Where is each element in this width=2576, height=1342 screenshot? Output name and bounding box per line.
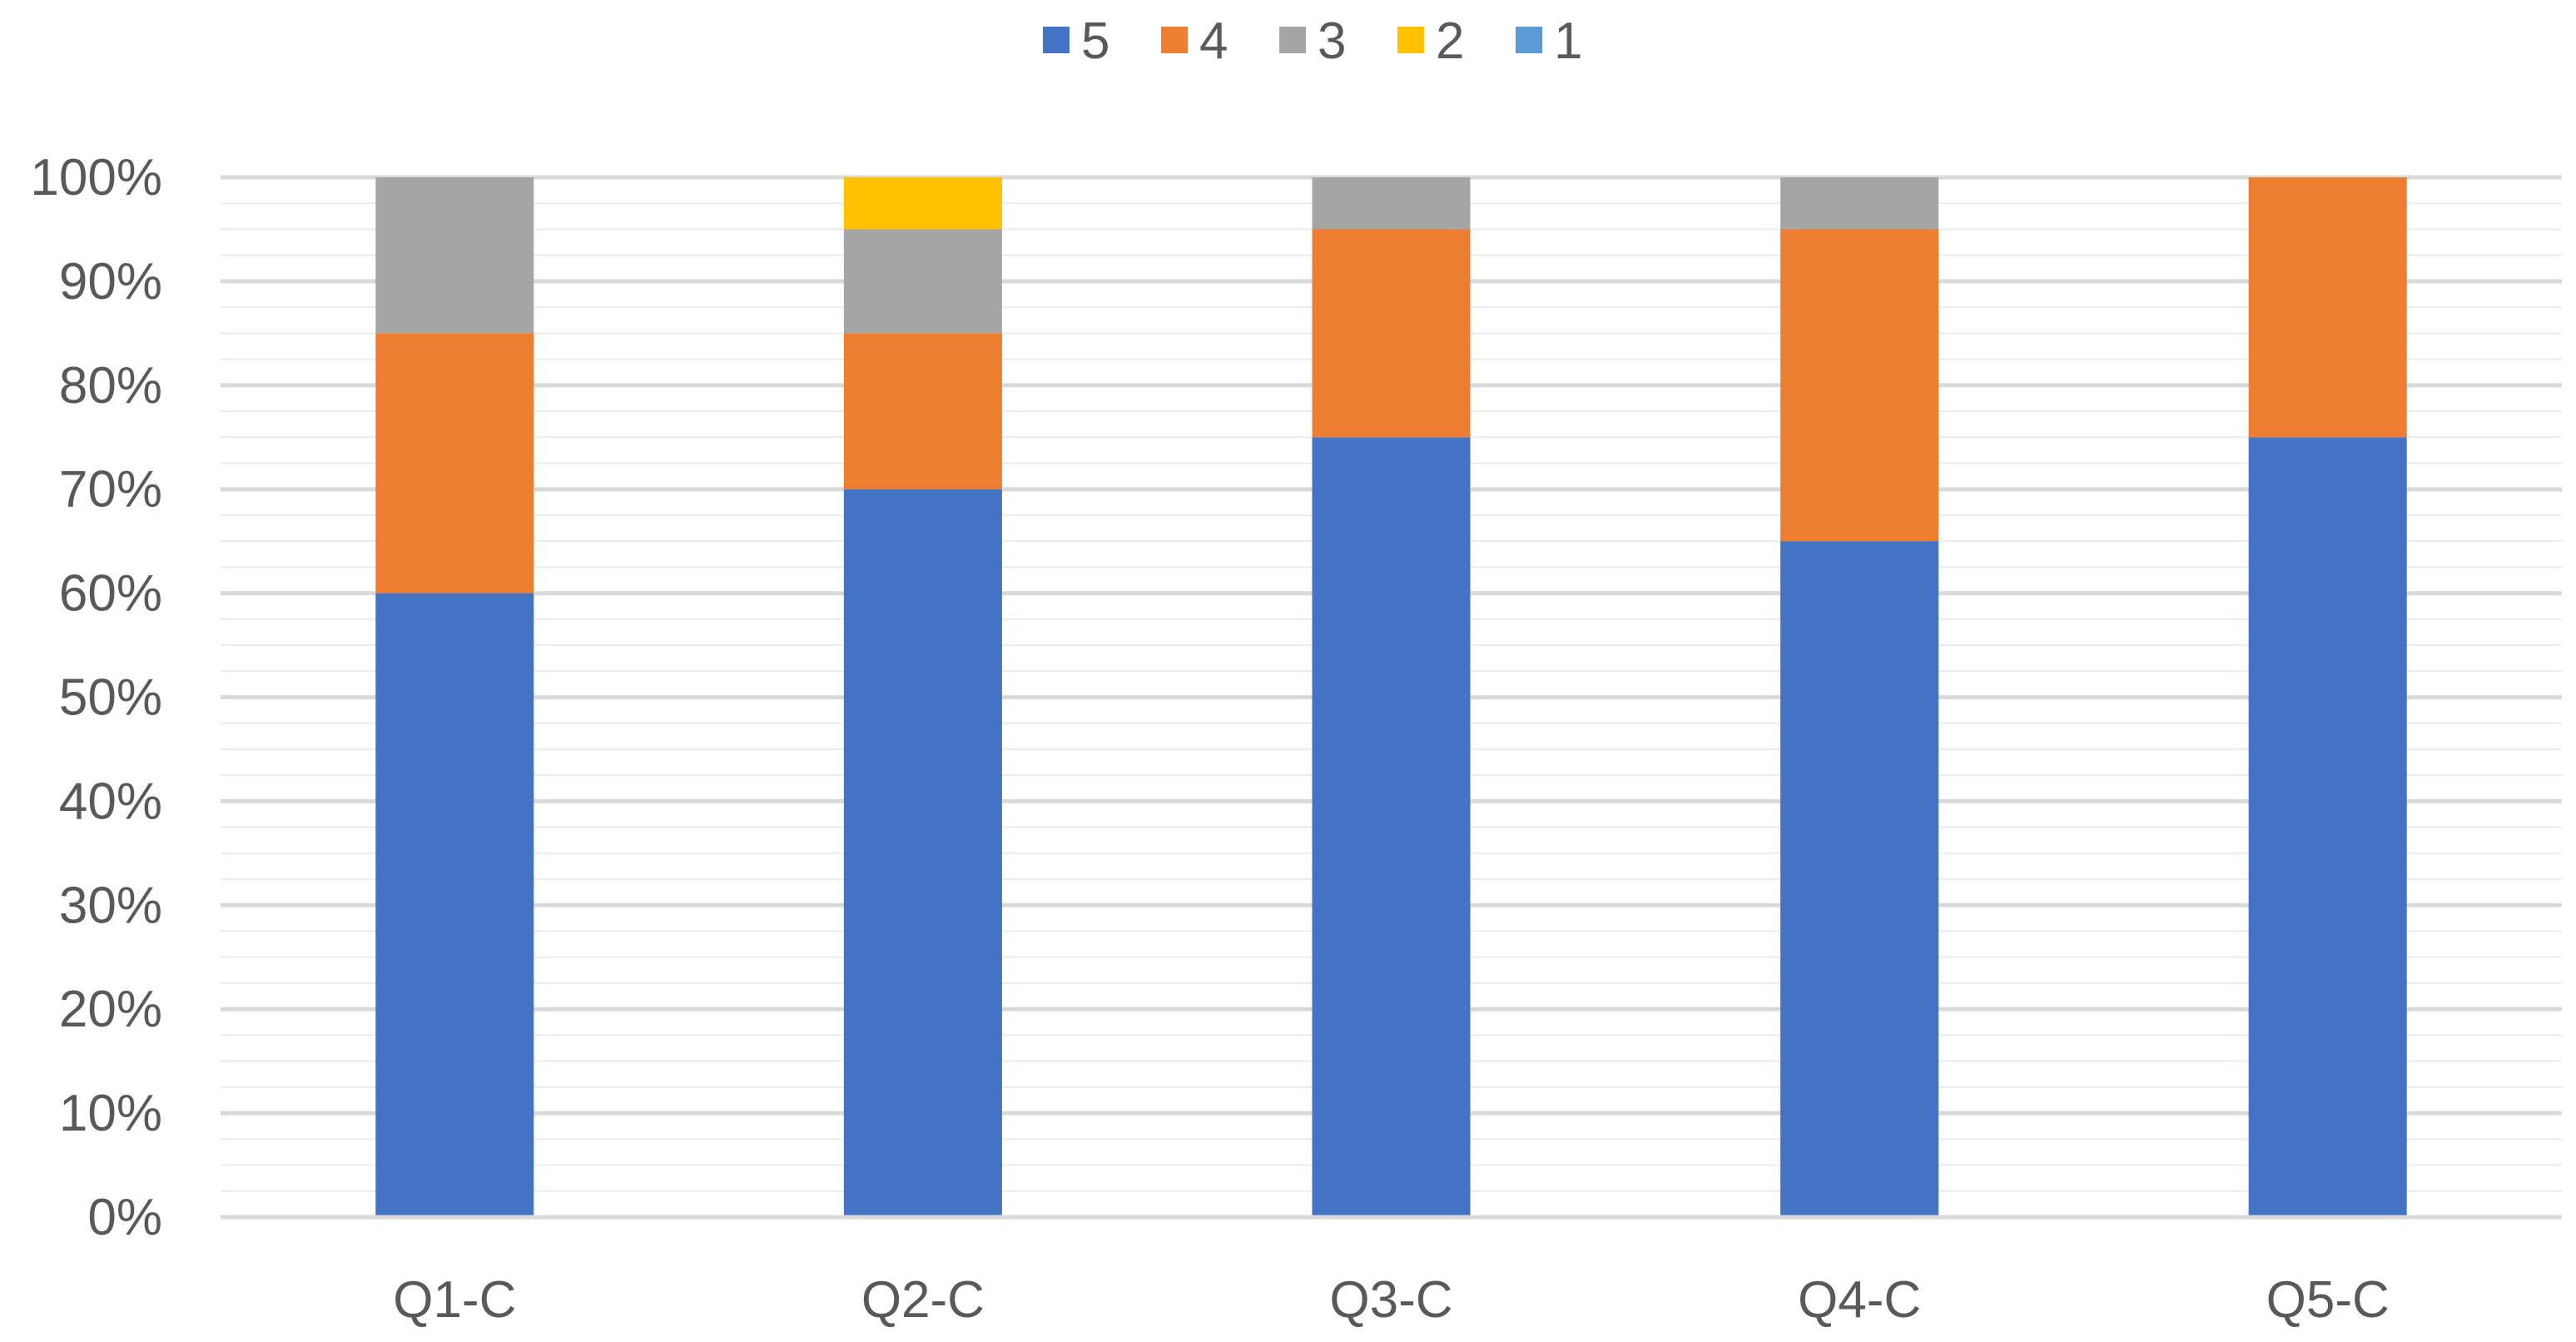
y-tick-label: 80% xyxy=(59,357,162,415)
x-tick-label: Q2-C xyxy=(861,1271,985,1329)
legend-label-2: 2 xyxy=(1436,12,1464,70)
y-tick-label: 100% xyxy=(30,149,162,206)
bar-segment-Q2-C-rating-5 xyxy=(843,489,1002,1217)
bar-segment-Q2-C-rating-3 xyxy=(843,229,1002,334)
legend-label-3: 3 xyxy=(1318,12,1346,70)
x-tick-label: Q4-C xyxy=(1798,1271,1921,1329)
x-tick-label: Q5-C xyxy=(2266,1271,2390,1329)
bar-segment-Q4-C-rating-3 xyxy=(1780,177,1939,230)
y-tick-label: 20% xyxy=(59,981,162,1038)
legend-swatch-1 xyxy=(1516,27,1542,53)
legend: 5 4 3 2 1 xyxy=(1043,12,1582,70)
bar-segment-Q1-C-rating-3 xyxy=(375,177,534,334)
legend-swatch-2 xyxy=(1397,27,1424,53)
legend-label-1: 1 xyxy=(1554,12,1582,70)
bars xyxy=(375,177,2407,1217)
legend-label-4: 4 xyxy=(1199,12,1228,70)
y-tick-label: 70% xyxy=(59,461,162,519)
axes: 0% 10% 20% 30% 40% 50% 60% 70% 80% 90% 100% Q1-C Q2-… xyxy=(30,149,2562,1329)
x-tick-label: Q3-C xyxy=(1329,1271,1452,1329)
bar-segment-Q3-C-rating-3 xyxy=(1312,177,1471,230)
bar-segment-Q3-C-rating-4 xyxy=(1312,229,1471,438)
x-tick-label: Q1-C xyxy=(393,1271,516,1329)
bar-segment-Q2-C-rating-4 xyxy=(843,333,1002,490)
bar-segment-Q3-C-rating-5 xyxy=(1312,437,1471,1217)
legend-swatch-5 xyxy=(1043,27,1070,53)
y-tick-label: 60% xyxy=(59,565,162,623)
bar-segment-Q5-C-rating-4 xyxy=(2248,177,2407,438)
y-tick-label: 10% xyxy=(59,1085,162,1142)
legend-swatch-4 xyxy=(1161,27,1188,53)
legend-swatch-3 xyxy=(1279,27,1306,53)
bar-segment-Q4-C-rating-5 xyxy=(1780,541,1939,1217)
bar-segment-Q5-C-rating-5 xyxy=(2248,437,2407,1217)
y-tick-label: 90% xyxy=(59,253,162,311)
y-tick-label: 40% xyxy=(59,773,162,830)
y-tick-label: 30% xyxy=(59,877,162,934)
bar-segment-Q1-C-rating-4 xyxy=(375,333,534,594)
bar-segment-Q4-C-rating-4 xyxy=(1780,229,1939,542)
legend-label-5: 5 xyxy=(1081,12,1109,70)
bar-segment-Q2-C-rating-2 xyxy=(843,177,1002,230)
y-tick-label: 50% xyxy=(59,669,162,727)
y-tick-label: 0% xyxy=(87,1189,162,1246)
bar-segment-Q1-C-rating-5 xyxy=(375,593,534,1217)
